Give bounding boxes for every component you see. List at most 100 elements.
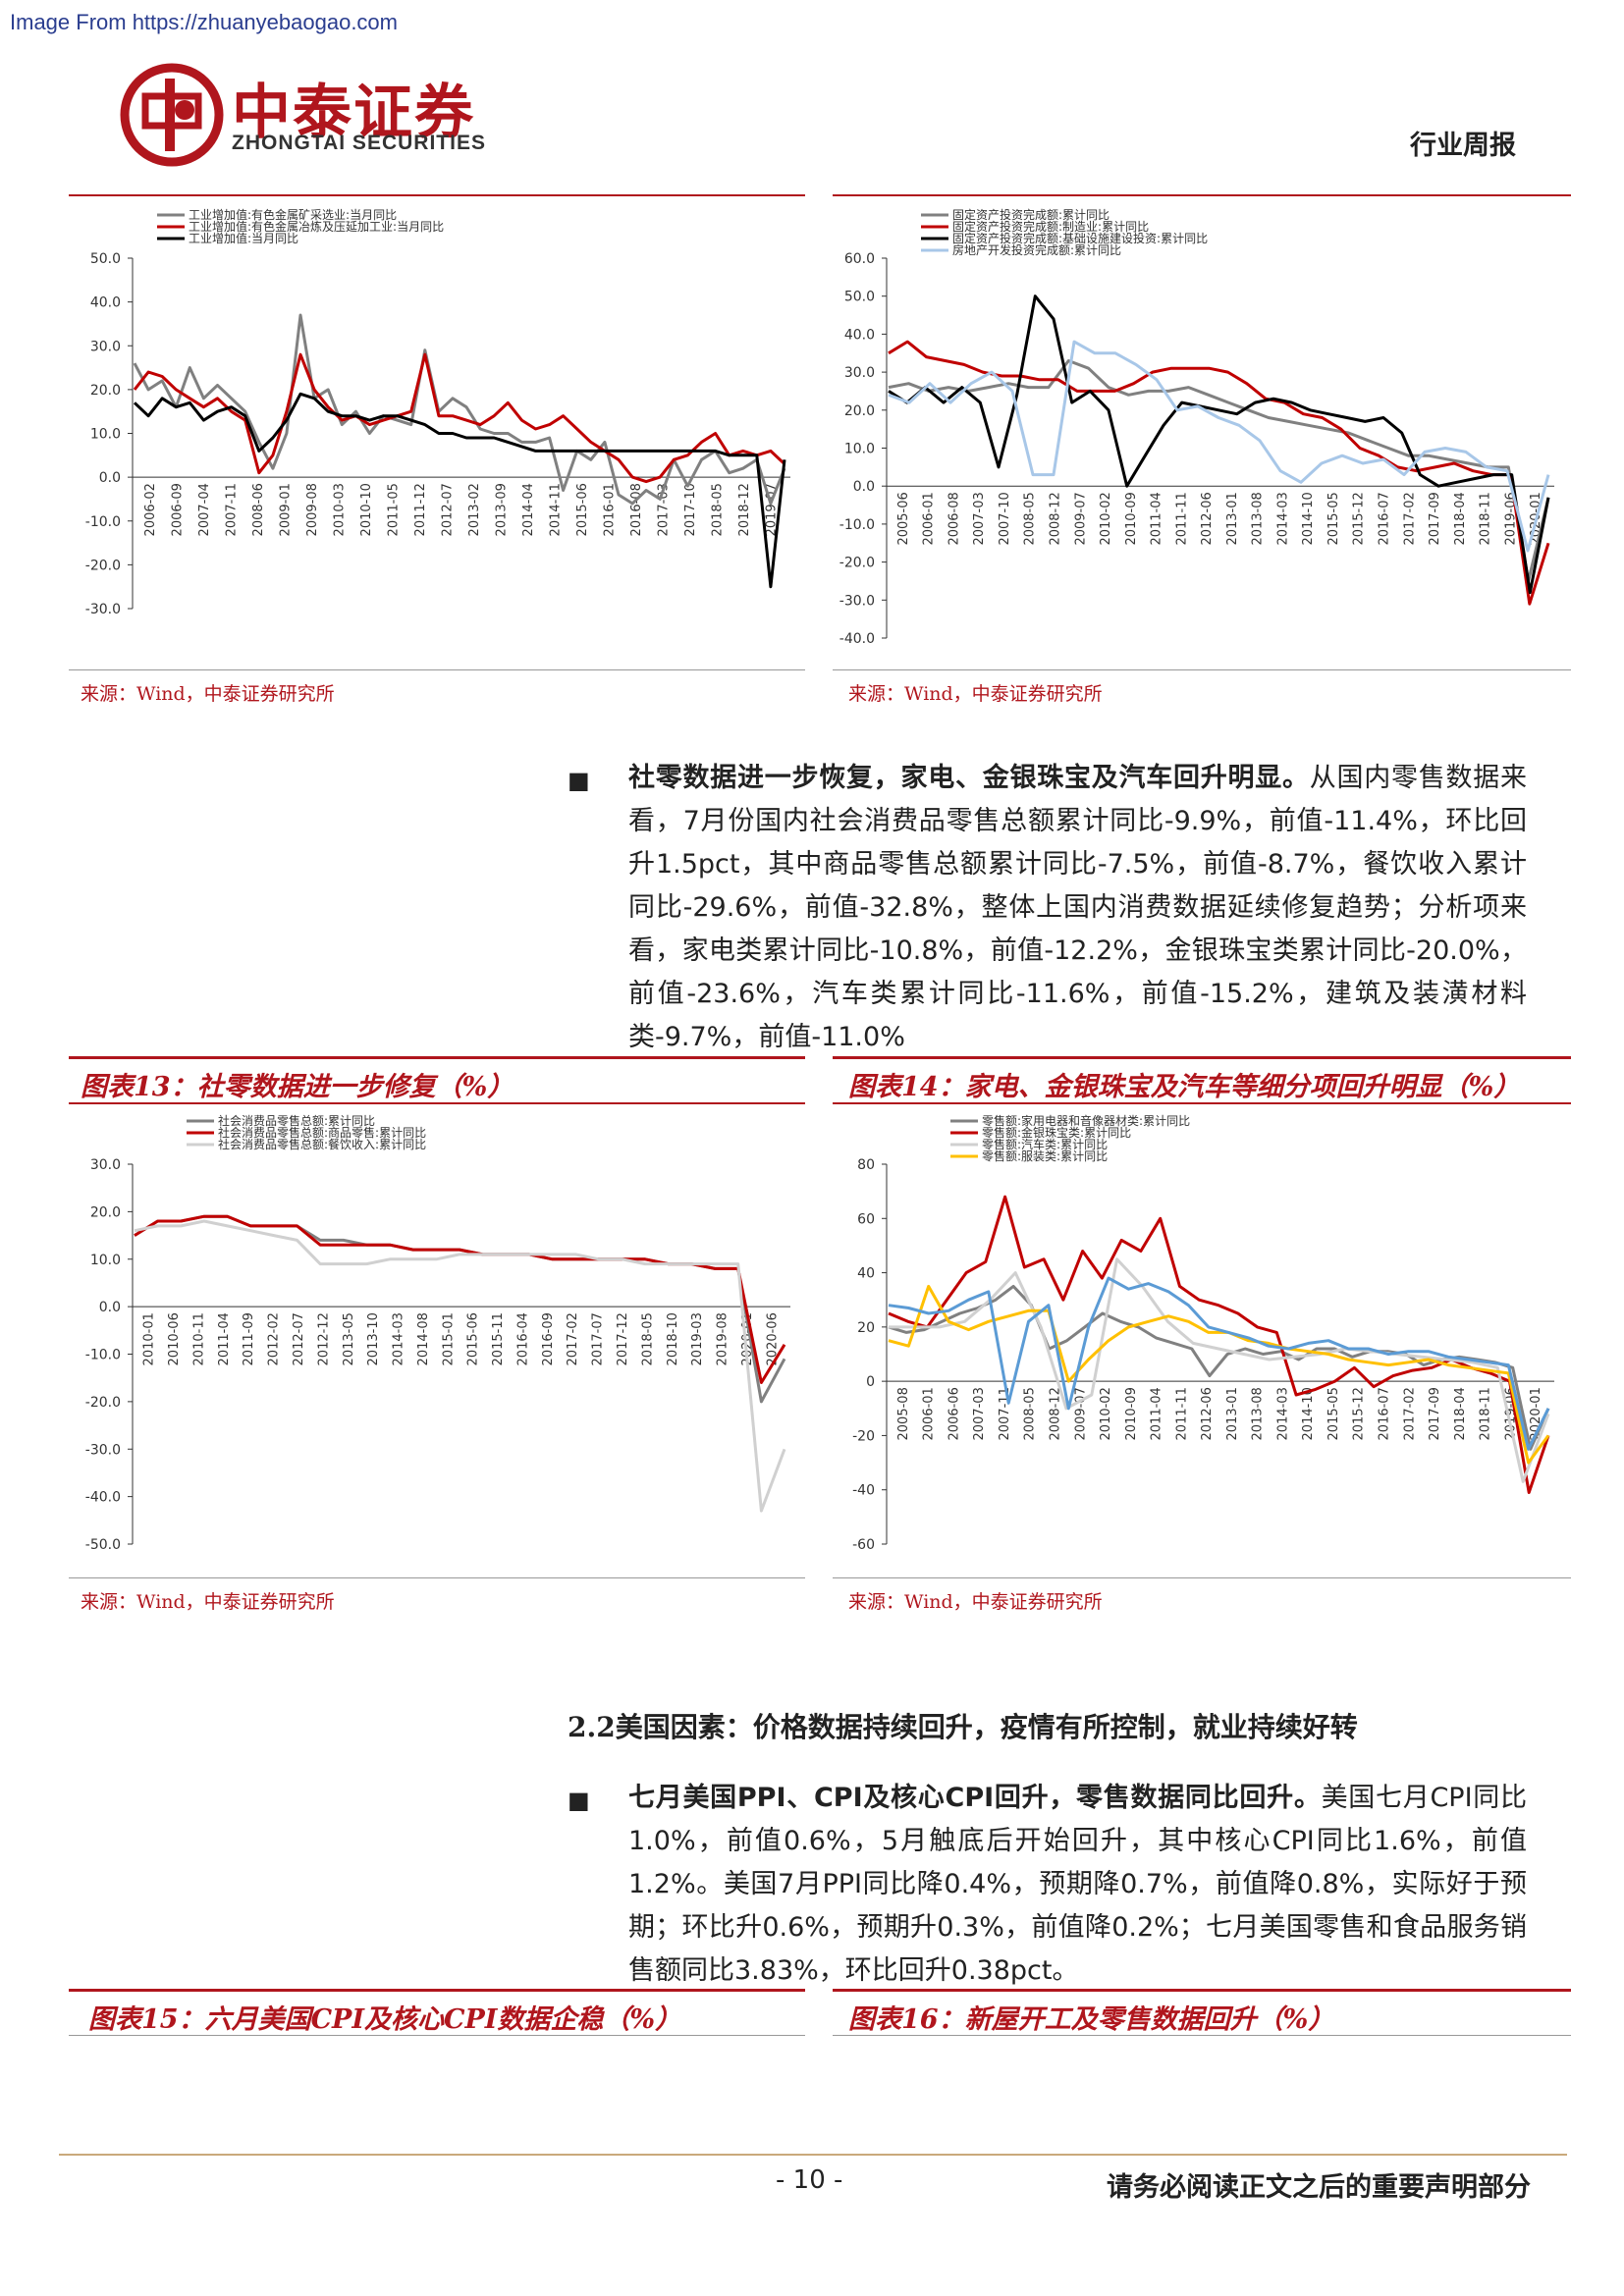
rule bbox=[833, 1577, 1571, 1578]
source-url[interactable]: Image From https://zhuanyebaogao.com bbox=[10, 10, 398, 34]
y-tick-label: 40.0 bbox=[844, 327, 875, 343]
retail-paragraph-body: 从国内零售数据来看，7月份国内社会消费品零售总额累计同比-9.9%，前值-11.… bbox=[628, 763, 1527, 1052]
x-tick-label: 2010-03 bbox=[332, 483, 347, 536]
x-tick-label: 2011-05 bbox=[386, 483, 401, 536]
y-tick-label: 0.0 bbox=[99, 470, 121, 486]
series-line bbox=[134, 1214, 786, 1404]
bullet-square-icon: ■ bbox=[568, 767, 590, 794]
x-tick-label: 2018-10 bbox=[666, 1312, 680, 1365]
chart-industrial-value-added: 工业增加值:有色金属矿采选业:当月同比 工业增加值:有色金属冶炼及压延加工业:当月… bbox=[69, 201, 805, 672]
x-tick-label: 2012-06 bbox=[1200, 1387, 1215, 1440]
bullet-square-icon: ■ bbox=[568, 1787, 590, 1814]
x-tick-label: 2018-11 bbox=[1479, 492, 1493, 545]
x-tick-label: 2016-01 bbox=[602, 483, 617, 536]
x-tick-label: 2005-06 bbox=[896, 492, 911, 545]
x-tick-label: 2018-05 bbox=[710, 483, 725, 536]
x-tick-label: 2008-05 bbox=[1023, 1387, 1038, 1440]
fig13-title: 图表13：社零数据进一步修复（%） bbox=[81, 1072, 514, 1102]
y-tick-label: 10.0 bbox=[844, 442, 875, 457]
x-tick-label: 2009-07 bbox=[1073, 1387, 1088, 1440]
y-tick-label: -10.0 bbox=[85, 514, 121, 530]
x-tick-label: 2018-11 bbox=[1479, 1387, 1493, 1440]
x-tick-label: 2006-06 bbox=[947, 1387, 961, 1440]
rule bbox=[833, 669, 1571, 670]
y-tick-label: 60 bbox=[857, 1211, 875, 1227]
y-tick-label: -50.0 bbox=[85, 1537, 121, 1553]
legend-label: 社会消费品零售总额:商品零售:累计同比 bbox=[218, 1125, 426, 1140]
x-tick-label: 2013-01 bbox=[1225, 492, 1240, 545]
x-tick-label: 2006-09 bbox=[170, 483, 185, 536]
x-tick-label: 2015-05 bbox=[1326, 1387, 1341, 1440]
x-tick-label: 2014-10 bbox=[1301, 492, 1316, 545]
legend-label: 固定资产投资完成额:基础设施建设投资:累计同比 bbox=[952, 231, 1208, 245]
rule bbox=[69, 669, 805, 670]
fig13-top-rule bbox=[69, 1056, 805, 1059]
x-tick-label: 2015-12 bbox=[1352, 492, 1367, 545]
source-note: 来源：Wind，中泰证券研究所 bbox=[81, 683, 335, 705]
x-tick-label: 2008-05 bbox=[1023, 492, 1038, 545]
x-tick-label: 2014-03 bbox=[1275, 492, 1290, 545]
x-tick-label: 2014-08 bbox=[416, 1312, 431, 1365]
x-tick-label: 2009-08 bbox=[305, 483, 320, 536]
y-tick-label: -40.0 bbox=[85, 1490, 121, 1506]
x-tick-label: 2015-11 bbox=[491, 1312, 506, 1365]
x-tick-label: 2015-06 bbox=[466, 1312, 481, 1365]
y-tick-label: 0.0 bbox=[99, 1300, 121, 1315]
brand-name-cn: 中泰证券 bbox=[232, 79, 475, 147]
x-tick-label: 2006-08 bbox=[947, 492, 961, 545]
y-tick-label: 50.0 bbox=[844, 290, 875, 305]
series-line bbox=[888, 1284, 1550, 1465]
zhongtai-logo-icon bbox=[120, 63, 224, 167]
y-tick-label: 60.0 bbox=[844, 251, 875, 267]
x-tick-label: 2007-11 bbox=[224, 483, 239, 536]
retail-paragraph: ■ 社零数据进一步恢复，家电、金银珠宝及汽车回升明显。从国内零售数据来看，7月份… bbox=[568, 757, 1527, 1059]
x-tick-label: 2012-12 bbox=[316, 1312, 331, 1365]
series-line bbox=[889, 1257, 1550, 1483]
fig14-title: 图表14：家电、金银珠宝及汽车等细分项回升明显（%） bbox=[848, 1072, 1521, 1102]
y-tick-label: 0 bbox=[866, 1374, 875, 1390]
y-tick-label: 0.0 bbox=[853, 479, 875, 495]
x-tick-label: 2020-06 bbox=[765, 1312, 780, 1365]
x-tick-label: 2014-03 bbox=[392, 1312, 406, 1365]
legend-label: 固定资产投资完成额:制造业:累计同比 bbox=[952, 219, 1149, 234]
x-tick-label: 2010-02 bbox=[1099, 1387, 1113, 1440]
y-tick-label: 20.0 bbox=[90, 383, 121, 399]
x-tick-label: 2013-08 bbox=[1251, 492, 1266, 545]
x-tick-label: 2017-02 bbox=[1402, 492, 1417, 545]
top-rule-right bbox=[833, 194, 1571, 196]
series-line bbox=[888, 340, 1550, 606]
x-tick-label: 2015-05 bbox=[1326, 492, 1341, 545]
source-note: 来源：Wind，中泰证券研究所 bbox=[848, 683, 1103, 705]
y-tick-label: -20 bbox=[852, 1428, 875, 1444]
retail-paragraph-lead: 社零数据进一步恢复，家电、金银珠宝及汽车回升明显。 bbox=[628, 763, 1310, 793]
fig16-bottom-rule bbox=[833, 2035, 1571, 2036]
x-tick-label: 2014-03 bbox=[1275, 1387, 1290, 1440]
x-tick-label: 2012-02 bbox=[267, 1312, 282, 1365]
rule bbox=[69, 1577, 805, 1578]
series-line bbox=[888, 359, 1550, 583]
disclaimer-note: 请务必阅读正文之后的重要声明部分 bbox=[1107, 2172, 1531, 2203]
series-line bbox=[133, 392, 786, 589]
x-tick-label: 2006-01 bbox=[922, 1387, 937, 1440]
y-tick-label: -60 bbox=[852, 1537, 875, 1553]
y-tick-label: 20.0 bbox=[844, 403, 875, 419]
legend-label: 社会消费品零售总额:累计同比 bbox=[218, 1113, 375, 1128]
x-tick-label: 2010-11 bbox=[191, 1312, 206, 1365]
y-tick-label: 10.0 bbox=[90, 1253, 121, 1268]
legend-label: 零售额:汽车类:累计同比 bbox=[982, 1137, 1108, 1151]
legend-label: 零售额:服装类:累计同比 bbox=[982, 1148, 1108, 1163]
legend-label: 工业增加值:有色金属冶炼及压延加工业:当月同比 bbox=[189, 219, 444, 234]
x-tick-label: 2016-07 bbox=[1378, 492, 1392, 545]
report-type: 行业周报 bbox=[1410, 131, 1516, 161]
us-paragraph: ■ 七月美国PPI、CPI及核心CPI回升，零售数据同比回升。美国七月CPI同比… bbox=[568, 1777, 1527, 1993]
us-paragraph-body: 美国七月CPI同比1.0%，前值0.6%，5月触底后开始回升，其中核心CPI同比… bbox=[628, 1783, 1527, 1986]
x-tick-label: 2015-12 bbox=[1352, 1387, 1367, 1440]
x-tick-label: 2007-04 bbox=[197, 483, 212, 536]
x-tick-label: 2016-09 bbox=[541, 1312, 556, 1365]
y-tick-label: 80 bbox=[857, 1157, 875, 1173]
x-tick-label: 2015-01 bbox=[441, 1312, 456, 1365]
series-line bbox=[888, 1284, 1550, 1451]
y-tick-label: -10.0 bbox=[85, 1348, 121, 1363]
x-tick-label: 2016-08 bbox=[629, 483, 644, 536]
y-tick-label: -20.0 bbox=[85, 1395, 121, 1411]
